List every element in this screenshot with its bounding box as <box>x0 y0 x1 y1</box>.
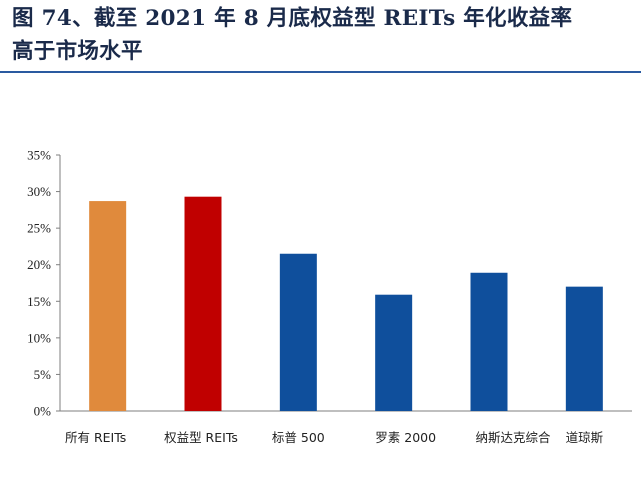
x-category-label: 标普 500 <box>272 430 325 445</box>
y-tick-label: 25% <box>27 221 51 236</box>
y-tick-label: 35% <box>27 148 51 163</box>
y-tick-label: 30% <box>27 184 51 199</box>
chart-axes <box>59 155 632 412</box>
x-axis-labels: 所有 REITs 权益型 REITs 标普 500 罗素 2000 纳斯达克综合 道琼斯 <box>65 430 603 445</box>
bar <box>89 201 127 411</box>
x-category-label: 纳斯达克综合 <box>475 430 551 445</box>
y-tick-label: 20% <box>27 257 51 272</box>
x-category-label: 权益型 REITs <box>164 430 238 445</box>
y-axis-ticks: 0% 5% 10% 15% 20% 25% 30% 35% <box>27 148 60 419</box>
bar-series <box>89 196 603 411</box>
y-tick-label: 0% <box>34 404 52 419</box>
bar <box>470 272 508 411</box>
y-tick-label: 10% <box>27 330 51 345</box>
y-tick-label: 5% <box>34 367 52 382</box>
x-category-label: 所有 REITs <box>65 430 126 445</box>
bar <box>565 286 603 411</box>
figure-title-line1: 图 74、截至 2021 年 8 月底权益型 REITs 年化收益率 <box>12 6 573 31</box>
bar <box>375 294 413 411</box>
title-divider <box>0 71 641 73</box>
x-category-label: 道琼斯 <box>566 430 604 445</box>
figure-title-line2: 高于市场水平 <box>12 39 143 64</box>
bar <box>184 196 222 411</box>
y-tick-label: 15% <box>27 294 51 309</box>
x-category-label: 罗素 2000 <box>375 430 436 445</box>
figure-title: 图 74、截至 2021 年 8 月底权益型 REITs 年化收益率 高于市场水… <box>12 2 637 68</box>
bar <box>279 253 317 411</box>
